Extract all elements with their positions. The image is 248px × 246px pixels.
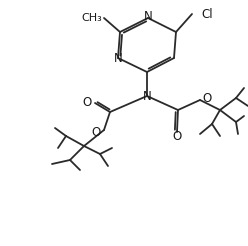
Text: Cl: Cl [201, 7, 213, 20]
Text: O: O [83, 96, 92, 109]
Text: O: O [202, 92, 211, 105]
Text: CH₃: CH₃ [81, 13, 102, 23]
Text: N: N [143, 90, 151, 103]
Text: N: N [114, 52, 122, 65]
Text: O: O [92, 126, 101, 139]
Text: N: N [144, 11, 152, 24]
Text: O: O [172, 129, 182, 142]
